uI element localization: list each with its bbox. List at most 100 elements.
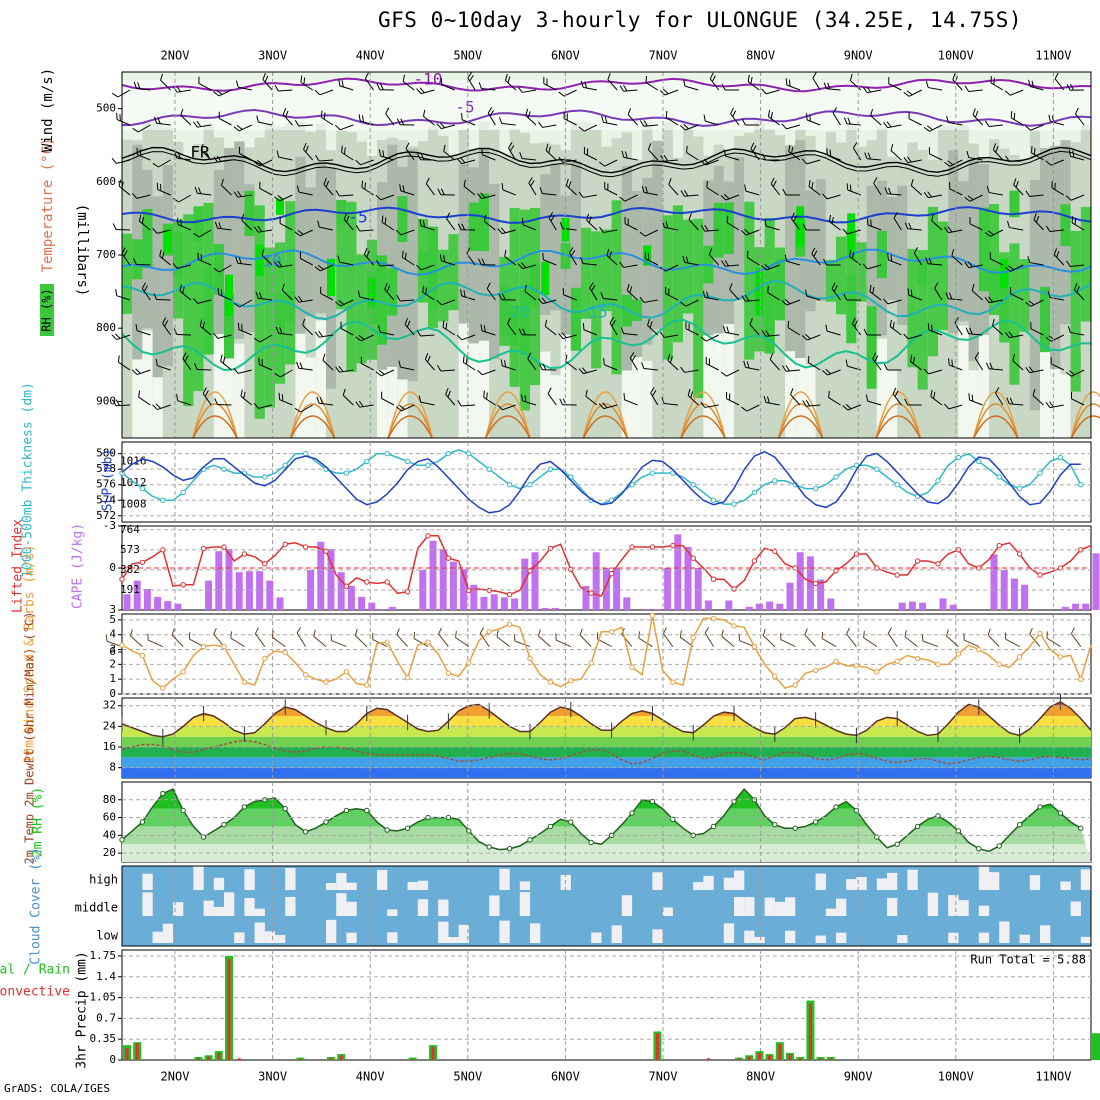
wind-tick: 1 bbox=[109, 672, 116, 685]
wind-barb-staff bbox=[766, 89, 780, 95]
wind-barb-flag bbox=[116, 112, 118, 120]
cape-bar bbox=[990, 554, 998, 610]
wind-barb-flag bbox=[1072, 150, 1075, 158]
wind-barb-staff bbox=[872, 358, 882, 371]
li-point bbox=[629, 544, 635, 550]
wind-barb-staff bbox=[709, 78, 720, 91]
wind-barb-staff bbox=[258, 229, 273, 233]
wind-barb bbox=[399, 184, 415, 196]
day-label-top: 11NOV bbox=[1035, 49, 1071, 63]
cloud-gap bbox=[438, 899, 449, 916]
wind-barb-flag bbox=[375, 194, 382, 201]
wind-barb-staff bbox=[629, 357, 638, 371]
wind-barb bbox=[989, 252, 1004, 266]
day-label-bottom: 2NOV bbox=[161, 1070, 190, 1084]
wind-barb bbox=[650, 387, 659, 406]
wind-barb-staff bbox=[157, 189, 171, 196]
thickness-point bbox=[568, 474, 574, 480]
li-point bbox=[914, 558, 921, 564]
cloud-gap bbox=[1040, 925, 1051, 943]
wind-speed-point bbox=[384, 639, 390, 645]
wind-barb bbox=[801, 333, 821, 341]
cape-bar bbox=[317, 541, 325, 610]
wind-barb bbox=[726, 391, 740, 406]
cloud-gap bbox=[1029, 875, 1041, 890]
wind-barb-flag bbox=[661, 397, 665, 404]
li-point bbox=[751, 558, 758, 564]
rh-shade bbox=[173, 232, 184, 277]
wind-barb-flag bbox=[843, 117, 848, 124]
rh-shade bbox=[1000, 259, 1009, 289]
wind-speed-point bbox=[670, 679, 676, 685]
wind-barb-flag bbox=[645, 186, 648, 194]
rh-shade bbox=[540, 351, 551, 438]
cloud-row-label: middle bbox=[75, 901, 118, 915]
wind-barb bbox=[279, 216, 293, 231]
wind-barb-staff bbox=[384, 289, 395, 301]
cape-bar bbox=[480, 596, 488, 610]
wind-barb bbox=[686, 145, 699, 161]
wind-barb-flag bbox=[923, 192, 929, 198]
wind-barb-staff bbox=[1031, 152, 1044, 161]
wind-barb-flag bbox=[643, 119, 648, 127]
wind-barb-staff bbox=[930, 396, 943, 406]
wind-barb bbox=[199, 319, 212, 336]
isotherm-warm bbox=[485, 415, 531, 439]
wind-barb-staff bbox=[586, 220, 598, 231]
wind-barb-staff bbox=[320, 292, 334, 301]
wind-barb bbox=[517, 262, 537, 270]
wind-barb-flag bbox=[202, 321, 205, 329]
wind-barb-staff bbox=[259, 364, 273, 371]
wind-barb bbox=[1012, 354, 1024, 371]
wind-barb-flag bbox=[316, 396, 320, 404]
wind-barb bbox=[589, 282, 598, 301]
rh-shade bbox=[978, 207, 990, 292]
wind-barb-flag bbox=[481, 148, 483, 155]
rh2m-point bbox=[894, 841, 900, 847]
wind-barb-staff bbox=[974, 357, 984, 371]
wind-barb-flag bbox=[865, 394, 869, 402]
wind-barb-flag bbox=[296, 361, 300, 369]
wind-barb-staff bbox=[664, 89, 679, 96]
wind-barb-flag bbox=[121, 247, 126, 254]
wind-barb-flag bbox=[1056, 250, 1060, 258]
wind-barb-flag bbox=[833, 285, 838, 292]
wind-barb bbox=[527, 352, 537, 371]
temp-band bbox=[122, 747, 1091, 758]
wind-barb bbox=[578, 124, 598, 132]
wind-barb-flag bbox=[282, 108, 287, 115]
surface-wind-barb bbox=[513, 634, 531, 648]
wind-barb bbox=[647, 143, 659, 161]
wind-barb-flag bbox=[842, 228, 848, 235]
wind-barb-flag bbox=[740, 230, 747, 236]
wind-barb bbox=[849, 74, 862, 91]
wind-speed-point bbox=[262, 655, 268, 662]
wind-barb-flag bbox=[179, 284, 182, 292]
wind-barb-staff bbox=[217, 334, 232, 339]
wind-barb bbox=[395, 404, 415, 412]
wind-barb-flag bbox=[115, 399, 120, 406]
rh2m-point bbox=[792, 825, 798, 831]
wind-barb-staff bbox=[826, 88, 841, 91]
wind-barb-staff bbox=[851, 323, 862, 336]
wind-barb bbox=[398, 360, 415, 371]
wind-barb-flag bbox=[906, 156, 912, 163]
wind-barb bbox=[467, 72, 476, 91]
wind-barb-staff bbox=[665, 117, 679, 126]
isotherm-warm bbox=[289, 391, 336, 439]
wind-barb-flag bbox=[705, 356, 707, 364]
wind-barb-staff bbox=[1029, 85, 1044, 91]
wind-barb-flag bbox=[1008, 331, 1014, 338]
wind-barb bbox=[253, 225, 273, 233]
wind-barb bbox=[1051, 181, 1065, 196]
wind-barb-staff bbox=[501, 123, 516, 126]
wind-barb-flag bbox=[609, 317, 615, 324]
wind-barb bbox=[667, 353, 679, 371]
li-point bbox=[445, 555, 452, 561]
wind-barb-staff bbox=[141, 288, 151, 301]
wind-barb bbox=[294, 295, 313, 303]
wind-barb-flag bbox=[888, 187, 892, 195]
rh-shade bbox=[142, 208, 153, 269]
wind-barb bbox=[542, 253, 557, 266]
wind-barb-flag bbox=[478, 258, 482, 265]
